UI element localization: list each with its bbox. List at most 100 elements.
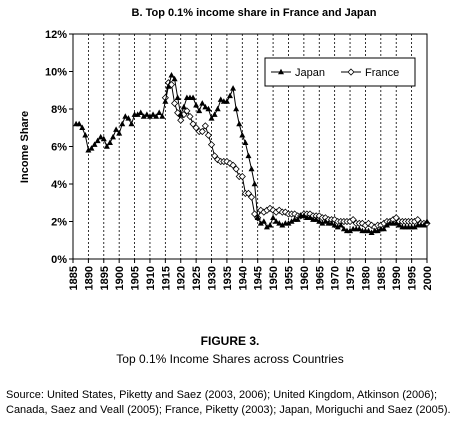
data-point-japan — [383, 222, 390, 228]
data-point-japan — [205, 105, 212, 112]
data-point-japan — [190, 94, 197, 100]
data-point-japan — [140, 113, 147, 119]
data-point-japan — [137, 109, 144, 115]
x-tick-label: 1915 — [160, 266, 172, 290]
data-point-japan — [316, 218, 323, 224]
x-tick-label: 1930 — [207, 266, 219, 290]
data-point-japan — [340, 225, 347, 232]
data-point-japan — [380, 225, 387, 232]
x-tick-label: 2000 — [422, 266, 434, 290]
data-point-japan — [263, 223, 270, 230]
legend-marker-japan — [278, 68, 284, 75]
data-point-france — [201, 122, 209, 130]
x-tick-label: 1940 — [237, 266, 249, 290]
data-point-japan — [150, 111, 157, 117]
x-axis: 1885 1890 1895 1900 1905 1910 1915 1920 1925 1930… — [68, 259, 434, 290]
data-point-japan — [174, 94, 181, 100]
x-tick-label: 1890 — [83, 266, 95, 290]
data-point-japan — [146, 113, 153, 119]
legend-label-japan: Japan — [295, 67, 325, 79]
data-point-japan — [103, 143, 110, 149]
data-point-france — [238, 172, 246, 181]
x-tick-label: 1990 — [391, 266, 403, 290]
data-point-japan — [119, 120, 126, 127]
data-point-japan — [374, 227, 381, 234]
x-tick-label: 1975 — [345, 266, 357, 290]
x-tick-label: 1995 — [407, 266, 419, 290]
data-point-japan — [211, 111, 218, 117]
x-tick-label: 1900 — [114, 266, 126, 290]
data-point-japan — [260, 218, 267, 224]
data-point-japan — [153, 113, 160, 119]
data-point-japan — [276, 220, 283, 226]
y-tick-label: 12% — [45, 29, 67, 41]
data-point-japan — [368, 229, 375, 235]
data-point-japan — [199, 100, 206, 106]
income-share-chart: B. Top 0.1% income share in France and J… — [19, 7, 434, 290]
data-point-japan — [300, 212, 307, 219]
data-point-japan — [85, 147, 92, 153]
y-tick-label: 2% — [51, 217, 67, 229]
data-point-japan — [393, 220, 400, 226]
data-point-japan — [156, 109, 163, 115]
data-point-japan — [94, 137, 101, 144]
data-point-japan — [242, 139, 249, 145]
figure-label: FIGURE 3. — [200, 334, 260, 348]
data-point-japan — [396, 222, 403, 228]
data-point-japan — [82, 132, 89, 138]
y-tick-label: 8% — [51, 104, 67, 116]
legend-marker-france — [347, 68, 355, 76]
data-point-japan — [307, 214, 314, 220]
data-point-japan — [239, 132, 246, 138]
legend-label-france: France — [365, 67, 399, 79]
data-point-japan — [257, 220, 264, 226]
data-point-france — [211, 152, 219, 160]
data-point-france — [171, 99, 179, 107]
data-point-japan — [159, 113, 166, 119]
data-point-france — [174, 109, 182, 117]
y-axis: 0% 2% 4% 6% 8% 10% 12% — [45, 29, 73, 266]
data-point-japan — [128, 120, 135, 127]
data-point-japan — [356, 225, 363, 232]
data-point-japan — [365, 227, 372, 234]
data-point-japan — [91, 141, 98, 147]
x-tick-label: 1910 — [145, 266, 157, 290]
data-point-france — [244, 189, 253, 197]
data-point-japan — [248, 165, 255, 172]
x-tick-label: 1905 — [130, 266, 142, 290]
data-point-france — [257, 206, 265, 214]
x-tick-label: 1965 — [314, 266, 326, 290]
data-point-japan — [328, 220, 335, 226]
data-point-japan — [76, 120, 83, 127]
data-point-japan — [230, 85, 237, 91]
legend: Japan France — [264, 57, 416, 87]
data-point-japan — [285, 220, 292, 226]
data-point-japan — [270, 214, 277, 220]
data-point-france — [207, 141, 216, 149]
series-japan — [73, 72, 430, 235]
data-point-japan — [236, 120, 243, 127]
data-point-japan — [97, 133, 104, 140]
data-point-japan — [116, 130, 123, 136]
y-tick-label: 10% — [45, 67, 67, 79]
data-point-japan — [113, 126, 120, 132]
y-tick-label: 6% — [51, 142, 67, 154]
data-point-japan — [279, 222, 286, 228]
data-point-japan — [208, 115, 215, 121]
x-tick-label: 1895 — [99, 266, 111, 290]
data-point-france — [177, 116, 185, 124]
x-tick-label: 1960 — [299, 266, 311, 290]
data-point-japan — [110, 133, 117, 140]
data-point-japan — [273, 218, 280, 224]
y-tick-label: 4% — [51, 179, 67, 191]
y-axis-label: Income Share — [19, 111, 31, 183]
data-point-japan — [313, 216, 320, 222]
data-point-japan — [411, 223, 418, 230]
data-point-japan — [162, 98, 169, 104]
data-point-japan — [254, 214, 261, 220]
figure-caption: Top 0.1% Income Shares across Countries — [116, 352, 344, 366]
data-point-japan — [251, 180, 258, 187]
data-point-japan — [214, 105, 221, 112]
data-point-france — [266, 204, 274, 212]
x-tick-label: 1985 — [376, 266, 388, 290]
